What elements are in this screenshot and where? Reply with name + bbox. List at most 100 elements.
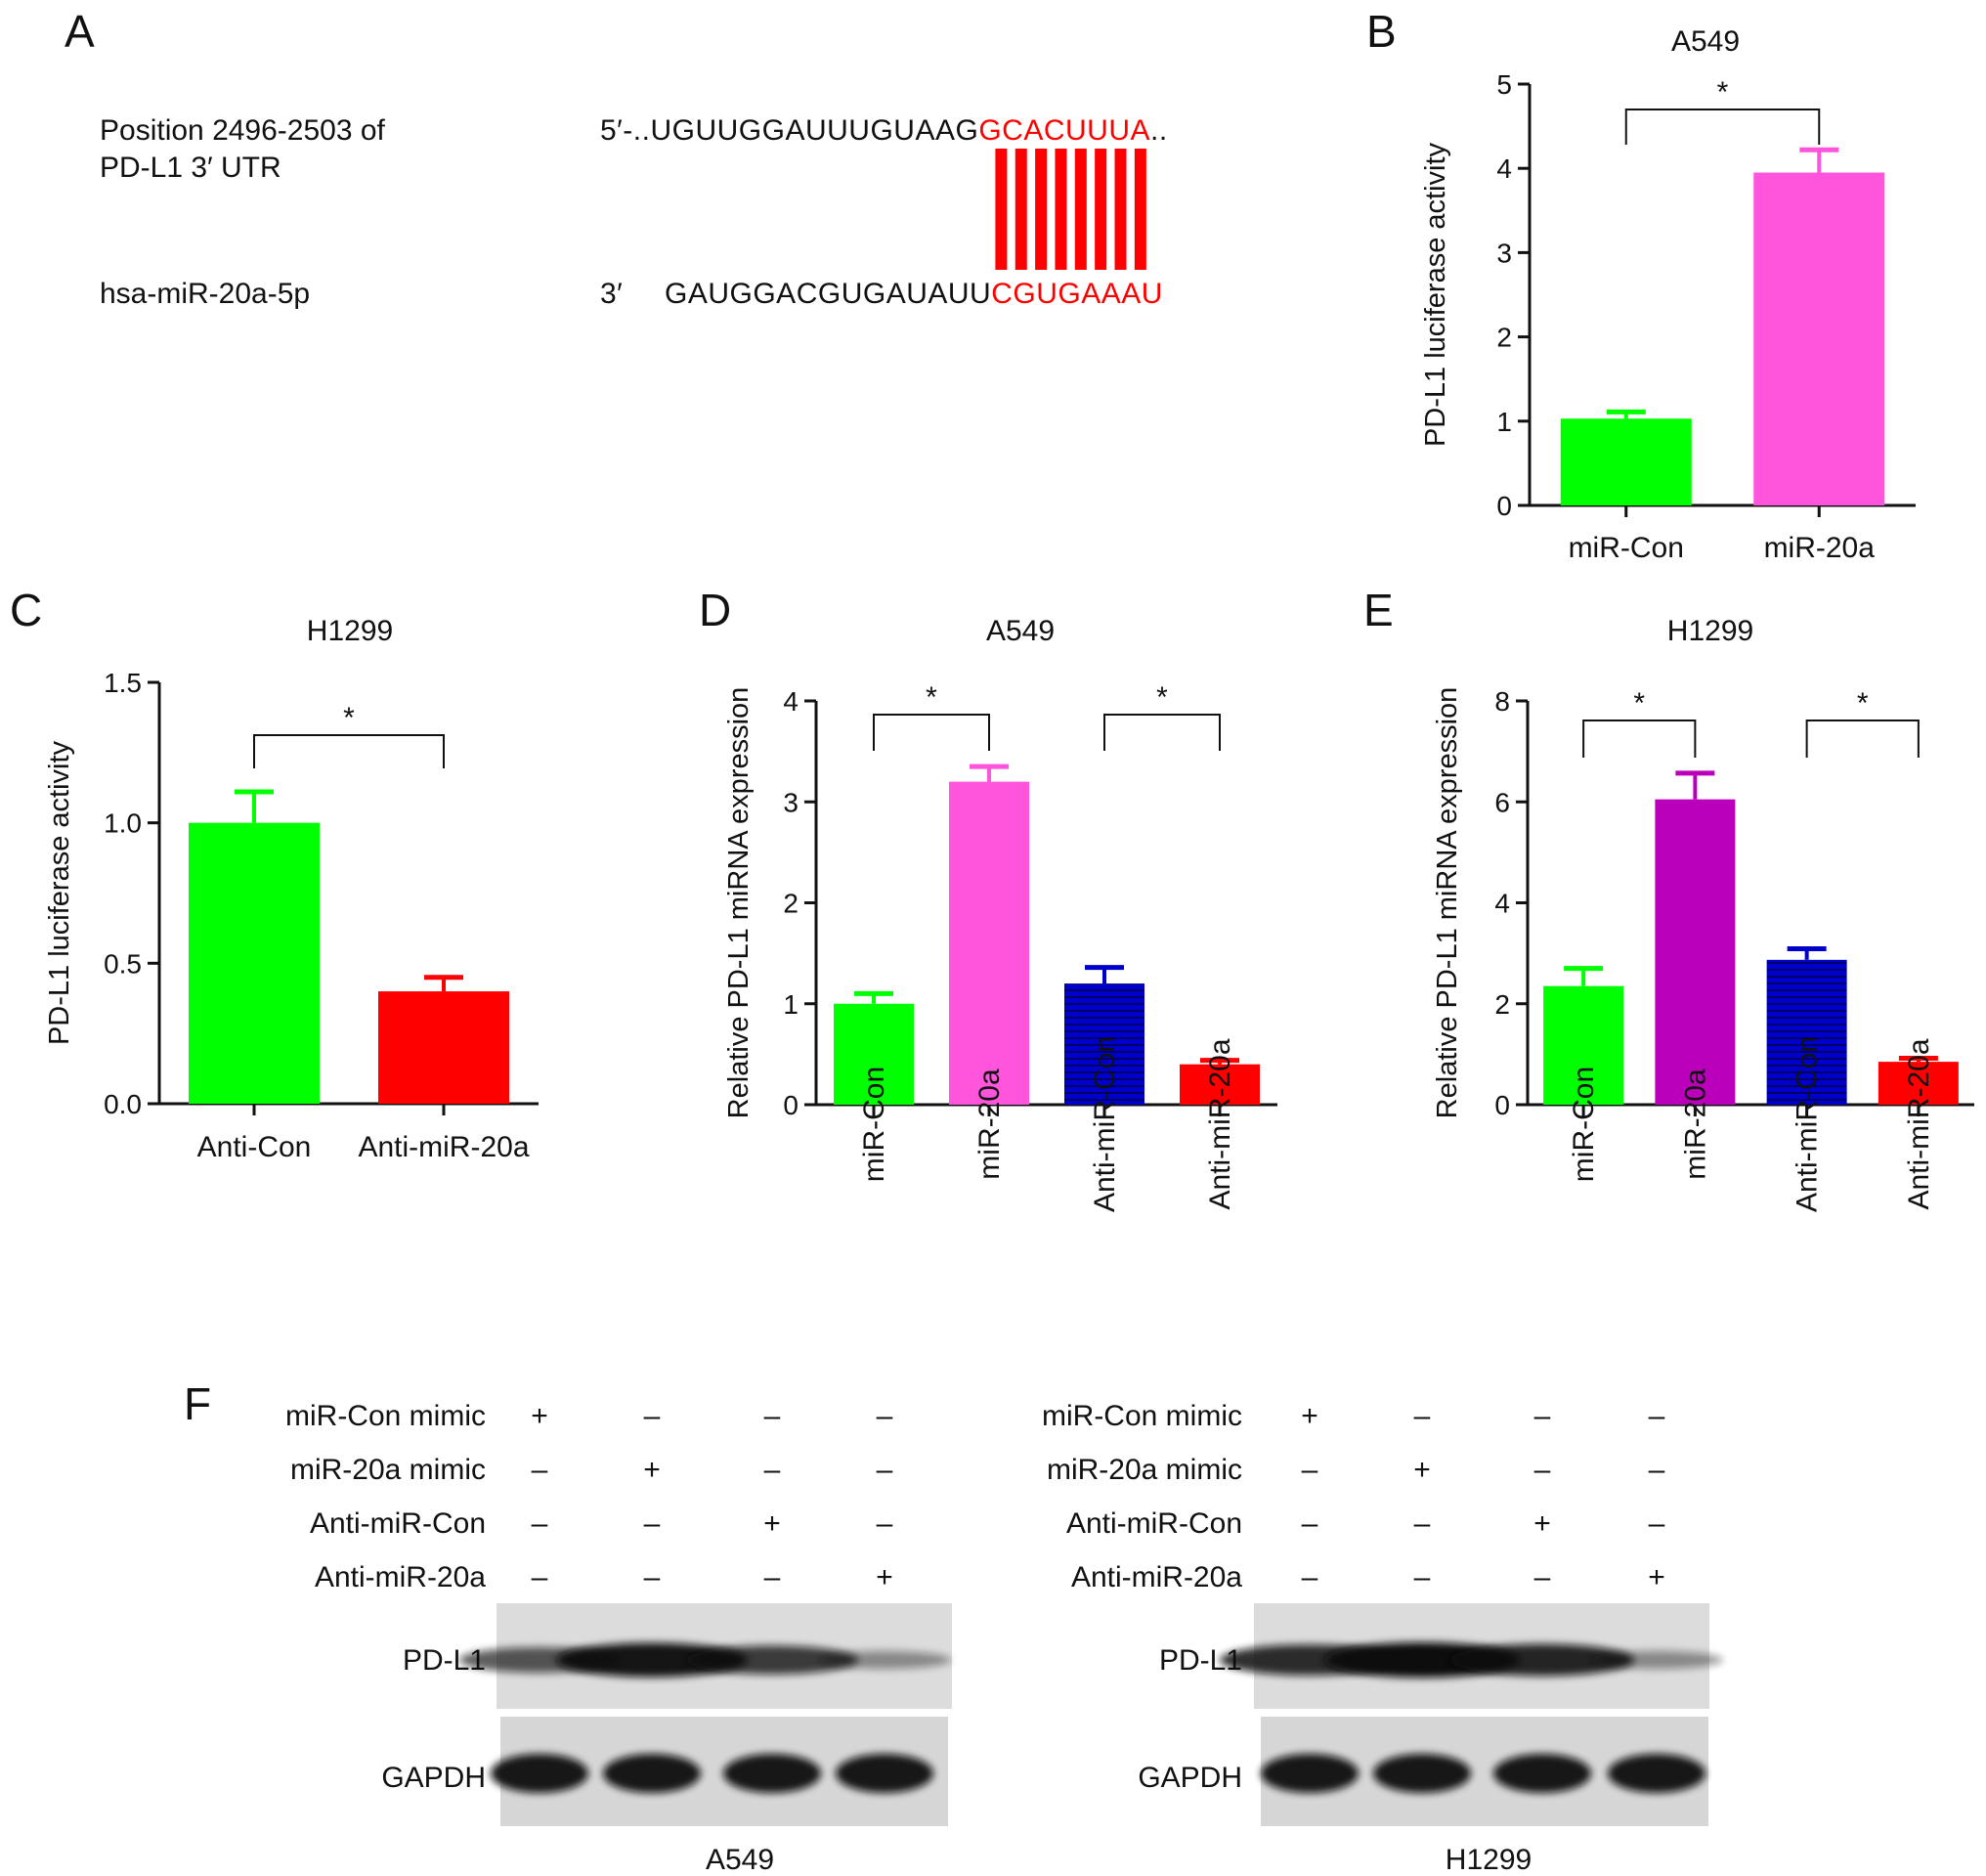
target-suffix: .. [1150, 114, 1168, 147]
minus-sign: – [644, 1561, 661, 1593]
row-label-anti-mir-con: Anti-miR-Con [1066, 1507, 1242, 1540]
minus-sign: – [877, 1454, 893, 1486]
base-pair-line [1055, 149, 1067, 270]
target-label-line1: Position 2496-2503 of [100, 114, 386, 147]
bar-mir-con [1560, 418, 1692, 505]
significance-bracket [1582, 720, 1697, 758]
minus-sign: – [877, 1507, 893, 1540]
row-label-mir-con-mimic: miR-Con mimic [285, 1400, 486, 1432]
category-label: Anti-miR-20a [1204, 1038, 1236, 1209]
category-label: miR-20a [1679, 1069, 1711, 1180]
plus-sign: + [763, 1507, 781, 1540]
chart-d-a549-expression: A549 Relative PD-L1 miRNA expression 0 1 2 3 4… [723, 615, 1277, 1212]
chart-title: A549 [1671, 25, 1740, 58]
chart-c-h1299-luciferase: H1299 PD-L1 luciferase activity 0.0 0.5 1.0 1… [44, 615, 539, 1163]
y-tick-label: 2 [1494, 989, 1510, 1020]
plus-sign: + [643, 1454, 661, 1486]
gapdh-band [723, 1754, 821, 1793]
mirna-body: GAUGGACGUGAUAUU [665, 278, 991, 310]
y-tick-label: 1.0 [104, 808, 142, 839]
significance-bracket [253, 734, 445, 768]
y-axis-label: Relative PD-L1 miRNA expression [723, 687, 755, 1119]
y-tick-label: 0 [1496, 491, 1512, 521]
minus-sign: – [1414, 1507, 1431, 1540]
panel-letter-c: C [10, 585, 42, 635]
significance-marker: * [1156, 681, 1168, 714]
gapdh-band [836, 1754, 933, 1793]
bar-mir-con [834, 1003, 914, 1105]
base-pair-line [1015, 149, 1027, 270]
category-label: miR-Con [1568, 1067, 1600, 1182]
y-tick-label: 0.0 [104, 1089, 142, 1119]
row-label-anti-mir-20a: Anti-miR-20a [1071, 1561, 1242, 1593]
minus-sign: – [1649, 1507, 1665, 1540]
row-label-mir-20a-mimic: miR-20a mimic [1047, 1454, 1242, 1486]
bar-mir-20a [1655, 799, 1736, 1105]
y-tick-label: 0 [1494, 1090, 1510, 1120]
y-tick-label: 5 [1496, 69, 1512, 100]
pdl1-band [1590, 1650, 1723, 1670]
gapdh-band [603, 1754, 701, 1793]
bar-anti-mir-con [1766, 959, 1847, 1105]
minus-sign: – [1649, 1400, 1665, 1432]
y-tick-label: 2 [783, 889, 799, 919]
y-tick-label: 4 [1496, 153, 1512, 184]
significance-marker: * [1633, 687, 1645, 720]
category-label: miR-Con [858, 1067, 890, 1182]
minus-sign: – [1302, 1561, 1318, 1593]
y-tick-label: 4 [1494, 889, 1510, 919]
gapdh-band [1493, 1754, 1591, 1793]
y-tick-label: 3 [1496, 238, 1512, 268]
bar-mir-20a [1753, 172, 1885, 505]
significance-marker: * [926, 681, 937, 714]
pdl1-band [818, 1650, 951, 1670]
base-pair-line [1134, 149, 1146, 270]
pdl1-band [686, 1645, 858, 1675]
base-pair-line [1114, 149, 1127, 270]
row-label-mir-con-mimic: miR-Con mimic [1042, 1400, 1242, 1432]
plus-sign: + [1648, 1561, 1665, 1593]
gapdh-band [491, 1754, 588, 1793]
mirna-seed: CGUGAAAU [991, 278, 1163, 310]
y-tick-label: 1.5 [104, 668, 142, 698]
significance-bracket [1624, 109, 1821, 145]
significance-marker: * [343, 702, 355, 734]
category-label: Anti-miR-20a [1903, 1038, 1935, 1209]
category-label: Anti-miR-20a [358, 1131, 529, 1163]
cell-line-caption: H1299 [1446, 1844, 1532, 1876]
y-tick-label: 3 [783, 787, 799, 817]
mirna-prefix: 3′ [600, 278, 623, 310]
bar-anti-con [189, 822, 320, 1104]
bar-mir-con [1543, 985, 1624, 1105]
y-tick-label: 1 [1496, 407, 1512, 437]
cell-line-caption: A549 [706, 1844, 774, 1876]
minus-sign: – [532, 1454, 548, 1486]
significance-bracket [1103, 714, 1221, 751]
minus-sign: – [1534, 1561, 1551, 1593]
minus-sign: – [764, 1400, 781, 1432]
base-pair-line [1095, 149, 1107, 270]
panel-letter-f: F [184, 1378, 211, 1429]
chart-title: H1299 [1667, 615, 1753, 647]
chart-title: H1299 [307, 615, 393, 647]
minus-sign: – [877, 1400, 893, 1432]
minus-sign: – [1534, 1400, 1551, 1432]
target-prefix: 5′-..UGUUGGAUUUGUAAG [600, 114, 978, 147]
minus-sign: – [1534, 1454, 1551, 1486]
panel-letter-b: B [1366, 6, 1397, 57]
bar-anti-mir-20a [378, 991, 509, 1104]
target-seed: GCACUUUA [978, 114, 1150, 147]
y-tick-label: 1 [783, 989, 799, 1020]
gapdh-band [1261, 1754, 1359, 1793]
plus-sign: + [1301, 1400, 1318, 1432]
minus-sign: – [1649, 1454, 1665, 1486]
minus-sign: – [532, 1507, 548, 1540]
y-tick-label: 6 [1494, 787, 1510, 817]
bar-mir-20a [949, 781, 1029, 1105]
panel-letter-a: A [65, 6, 95, 57]
significance-marker: * [1857, 687, 1869, 720]
category-label: miR-20a [973, 1069, 1006, 1180]
base-pair-line [1035, 149, 1048, 270]
minus-sign: – [1414, 1561, 1431, 1593]
y-tick-label: 4 [783, 686, 799, 717]
